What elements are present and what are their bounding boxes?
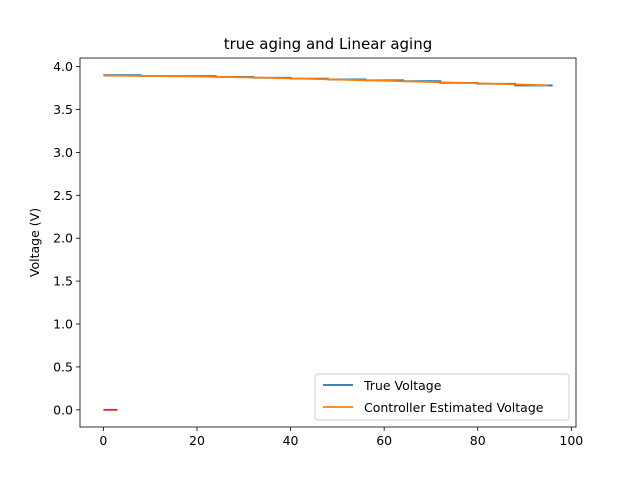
- x-tick-label: 0: [99, 433, 107, 448]
- legend: True Voltage Controller Estimated Voltag…: [314, 373, 570, 421]
- plot-frame: [79, 57, 577, 428]
- x-tick-label: 60: [376, 433, 392, 448]
- x-tick-label: 20: [189, 433, 205, 448]
- y-tick-label: 1.0: [53, 317, 73, 332]
- y-tick-label: 0.5: [53, 359, 73, 374]
- y-tick-label: 2.5: [53, 188, 73, 203]
- series-layer: [103, 74, 553, 411]
- legend-label-controller-estimated-voltage: Controller Estimated Voltage: [364, 400, 544, 415]
- y-tick-label: 2.0: [53, 231, 73, 246]
- chart-title: true aging and Linear aging: [224, 35, 433, 53]
- x-tick-label: 40: [283, 433, 299, 448]
- y-tick-label: 1.5: [53, 274, 73, 289]
- x-tick-label: 100: [559, 433, 583, 448]
- series-line-controller-estimated-voltage: [103, 74, 548, 87]
- y-tick-label: 3.0: [53, 145, 73, 160]
- y-tick-label: 0.0: [53, 402, 73, 417]
- y-axis-ticks: 0.0 0.5 1.0 1.5 2.0 2.5 3.0 3.5 4.0: [53, 59, 80, 417]
- y-tick-label: 4.0: [53, 59, 73, 74]
- y-tick-label: 3.5: [53, 102, 73, 117]
- legend-box: [314, 373, 570, 421]
- x-tick-label: 80: [470, 433, 486, 448]
- y-axis-label: Voltage (V): [27, 208, 42, 277]
- x-axis-ticks: 0 20 40 60 80 100: [99, 427, 583, 448]
- legend-label-true-voltage: True Voltage: [363, 378, 442, 393]
